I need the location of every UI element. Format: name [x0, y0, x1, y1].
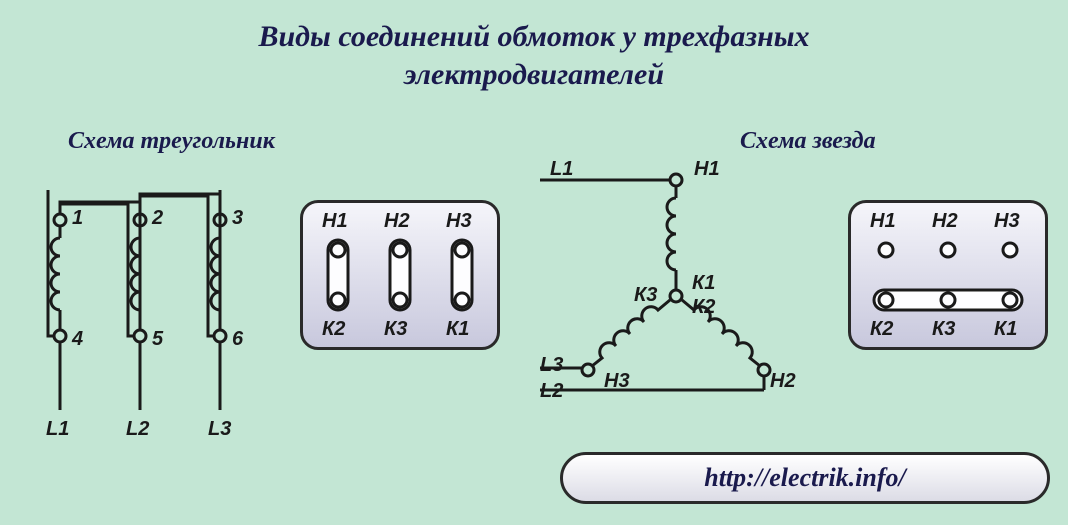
- subtitle-delta: Схема треугольник: [68, 128, 275, 155]
- title-line1: Виды соединений обмоток у трехфазных: [258, 20, 809, 53]
- delta-L2: L2: [126, 418, 149, 441]
- delta-n4: 4: [72, 328, 83, 351]
- star-L1: L1: [550, 158, 573, 181]
- st-K1: К1: [994, 318, 1017, 341]
- dt-H1: Н1: [322, 210, 348, 233]
- star-L2: L2: [540, 380, 563, 403]
- delta-n3: 3: [232, 207, 243, 230]
- star-K3: К3: [634, 284, 657, 307]
- st-H3: Н3: [994, 210, 1020, 233]
- delta-n2: 2: [152, 207, 163, 230]
- delta-n1: 1: [72, 207, 83, 230]
- dt-H2: Н2: [384, 210, 410, 233]
- source-url[interactable]: http://electrik.info/: [560, 452, 1050, 504]
- dt-K1: К1: [446, 318, 469, 341]
- st-K2: К2: [870, 318, 893, 341]
- star-H3: Н3: [604, 370, 630, 393]
- delta-L3: L3: [208, 418, 231, 441]
- st-H2: Н2: [932, 210, 958, 233]
- delta-n6: 6: [232, 328, 243, 351]
- star-L3: L3: [540, 354, 563, 377]
- dt-K2: К2: [322, 318, 345, 341]
- dt-H3: Н3: [446, 210, 472, 233]
- st-K3: К3: [932, 318, 955, 341]
- st-H1: Н1: [870, 210, 896, 233]
- star-diagram: [530, 150, 830, 440]
- main-title: Виды соединений обмоток у трехфазных эле…: [0, 0, 1068, 93]
- star-K1: К1: [692, 272, 715, 295]
- star-H2: Н2: [770, 370, 796, 393]
- star-H1: Н1: [694, 158, 720, 181]
- title-line2: электродвигателей: [404, 58, 664, 91]
- star-K2: К2: [692, 296, 715, 319]
- dt-K3: К3: [384, 318, 407, 341]
- delta-L1: L1: [46, 418, 69, 441]
- delta-n5: 5: [152, 328, 163, 351]
